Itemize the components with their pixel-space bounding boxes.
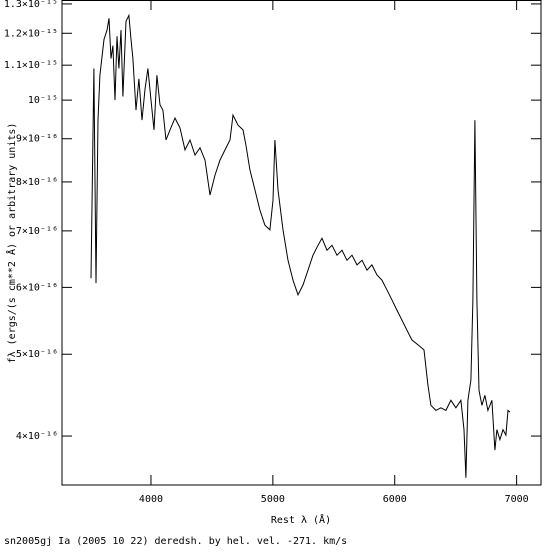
y-tick-label: 1.2×10⁻¹⁵ <box>4 28 58 39</box>
x-tick-label: 7000 <box>505 494 529 505</box>
y-tick-label: 7×10⁻¹⁶ <box>16 226 58 237</box>
y-tick-label: 8×10⁻¹⁶ <box>16 177 58 188</box>
x-tick-label: 4000 <box>139 494 163 505</box>
y-tick-label: 1.3×10⁻¹⁵ <box>4 0 58 10</box>
x-tick-label: 6000 <box>383 494 407 505</box>
y-tick-label: 1.1×10⁻¹⁵ <box>4 60 58 71</box>
x-tick-label: 5000 <box>261 494 285 505</box>
chart-caption: sn2005gj Ia (2005 10 22) deredsh. by hel… <box>4 536 347 547</box>
y-tick-label: 10⁻¹⁵ <box>28 95 58 106</box>
y-tick-label: 5×10⁻¹⁶ <box>16 349 58 360</box>
spectrum-line <box>90 13 511 478</box>
y-tick-label: 6×10⁻¹⁶ <box>16 282 58 293</box>
x-axis-label: Rest λ (Å) <box>271 513 331 526</box>
y-tick-label: 9×10⁻¹⁶ <box>16 134 58 145</box>
plot-frame <box>61 0 542 486</box>
y-tick-label: 4×10⁻¹⁶ <box>16 431 58 442</box>
y-axis-label: fλ (ergs/(s cm**2 Å) or arbitrary units) <box>5 123 18 364</box>
